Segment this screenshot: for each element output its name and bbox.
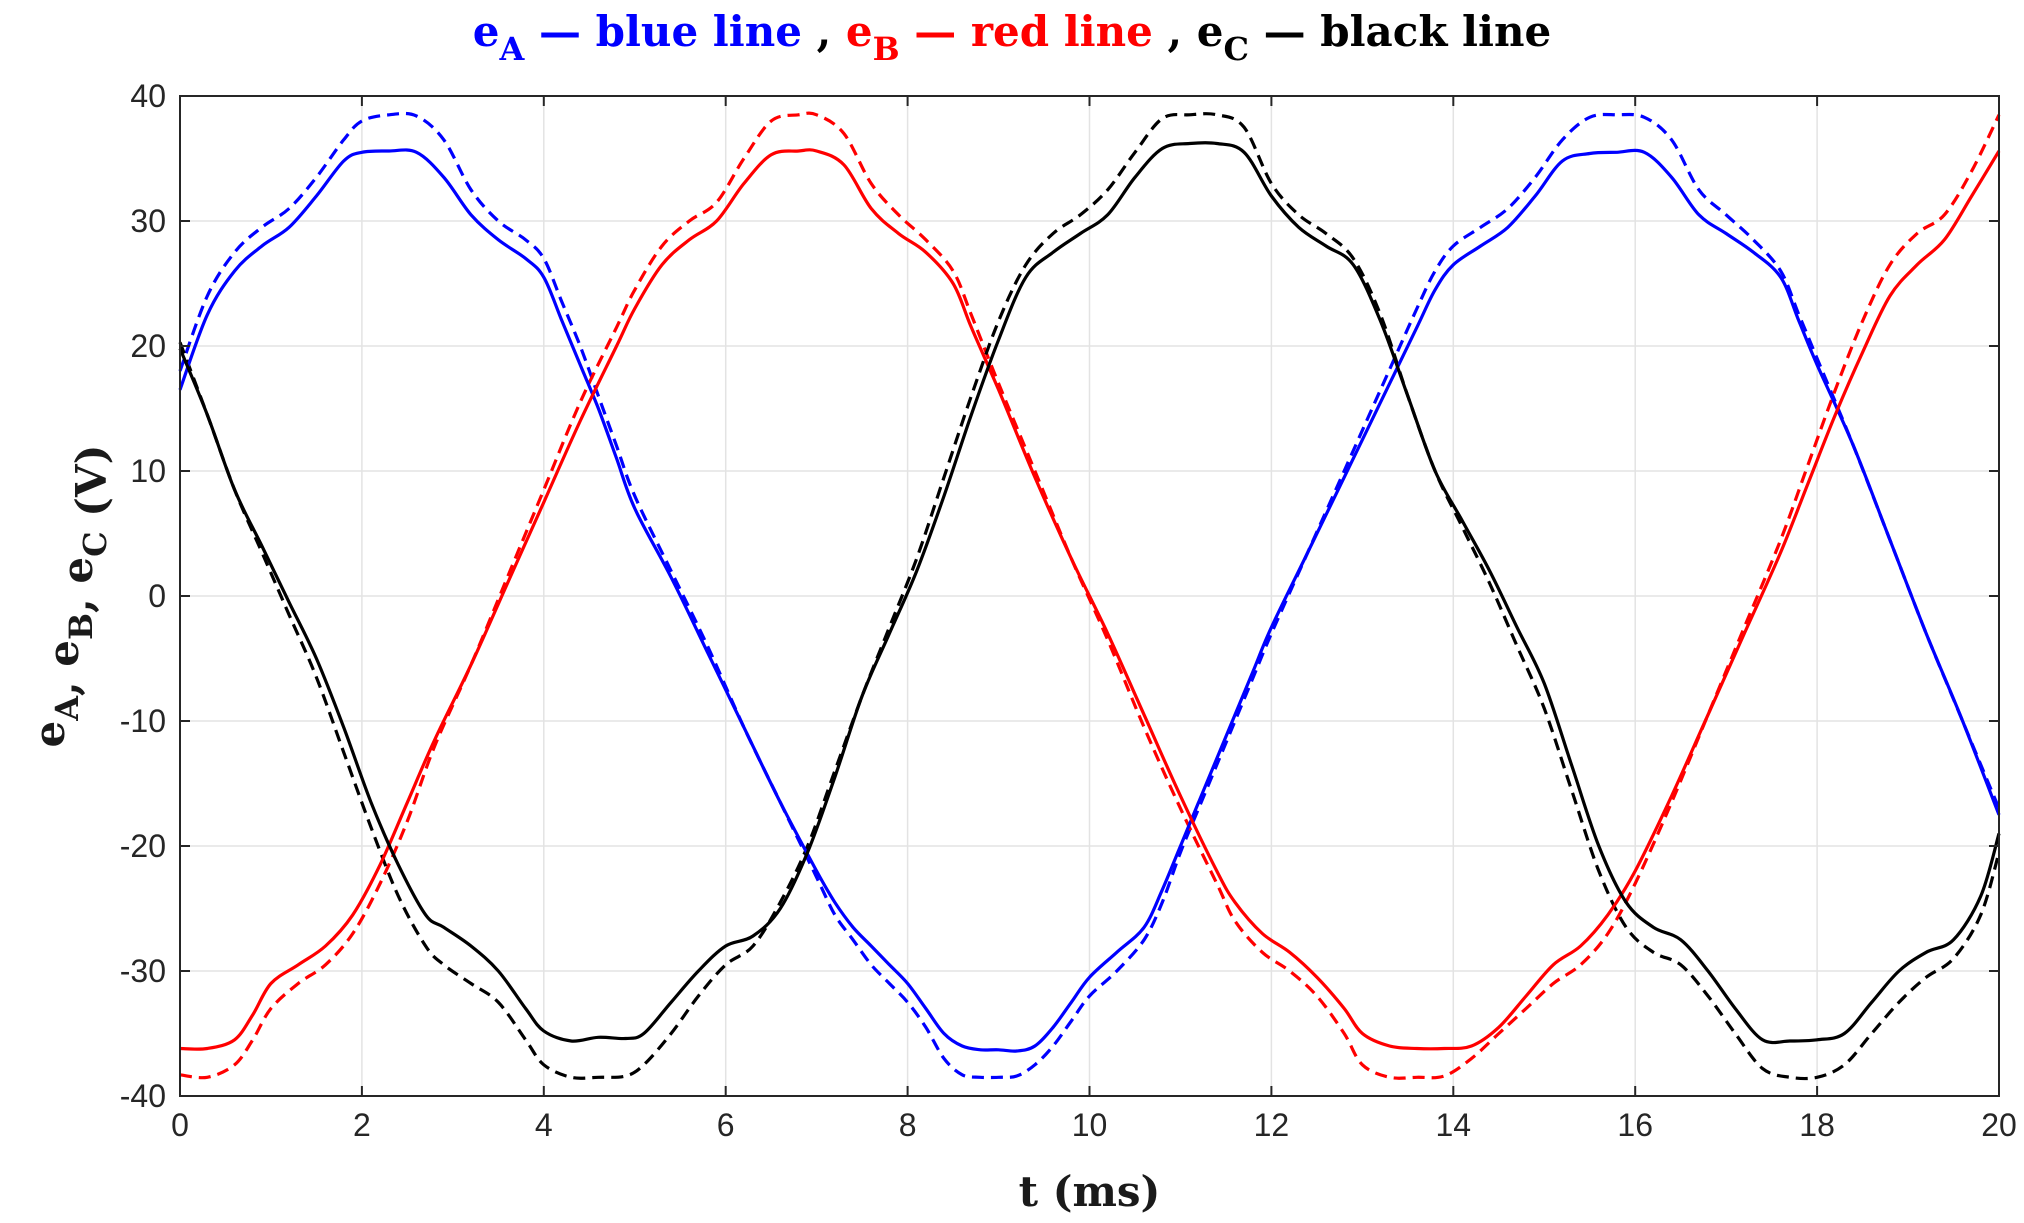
- title-separator: ,: [1153, 7, 1197, 56]
- chart-title-text: eA — blue line , eB — red line , eC — bl…: [473, 7, 1551, 68]
- y-tick-label: -30: [120, 953, 166, 989]
- ylabel-symbol: e: [39, 640, 88, 667]
- series-eb-solid-line: [179, 148, 2001, 1051]
- x-tick-label: 18: [1799, 1107, 1835, 1143]
- y-axis-label-text: eA, eB, eC (V): [25, 445, 116, 748]
- title-suffix: — black line: [1249, 7, 1551, 56]
- ylabel-separator: ,: [39, 667, 88, 696]
- y-tick-label: 40: [130, 78, 166, 114]
- x-axis-label: t (ms): [1019, 1167, 1161, 1216]
- title-subscript: C: [1224, 30, 1249, 68]
- title-symbol: e: [1197, 7, 1224, 56]
- ylabel-symbol: e: [25, 721, 74, 748]
- x-tick-label: 4: [535, 1107, 553, 1143]
- y-axis-label: eA, eB, eC (V): [25, 445, 116, 748]
- x-tick-label: 10: [1072, 1107, 1108, 1143]
- ylabel-subscript: B: [62, 613, 100, 640]
- y-tick-label: 20: [130, 328, 166, 364]
- x-tick-label: 16: [1617, 1107, 1653, 1143]
- y-tick-label: -40: [120, 1078, 166, 1114]
- x-tick-label: 20: [1981, 1107, 2017, 1143]
- data-series: [178, 111, 2001, 1081]
- series-ec-dashed-line: [178, 112, 2001, 1081]
- x-tick-label: 2: [353, 1107, 371, 1143]
- title-separator: ,: [802, 7, 846, 56]
- title-subscript: A: [499, 30, 526, 68]
- title-subscript: B: [873, 30, 900, 68]
- y-tick-label: -20: [120, 828, 166, 864]
- ylabel-separator: (V): [67, 445, 116, 532]
- x-tick-label: 14: [1436, 1107, 1472, 1143]
- y-tick-label: 30: [130, 203, 166, 239]
- x-tick-labels: 0 2 4 6 8 10 12 14 16 18 20: [171, 96, 2017, 1143]
- title-suffix: — red line: [900, 7, 1153, 56]
- x-tick-label: 8: [899, 1107, 917, 1143]
- title-symbol: e: [846, 7, 873, 56]
- y-tick-label: -10: [120, 703, 166, 739]
- title-suffix: — blue line: [524, 7, 802, 56]
- chart-title: eA — blue line , eB — red line , eC — bl…: [473, 7, 1551, 68]
- ylabel-separator: ,: [53, 584, 102, 613]
- title-symbol: e: [473, 7, 500, 56]
- x-tick-label: 12: [1254, 1107, 1290, 1143]
- ylabel-subscript: A: [48, 695, 86, 722]
- x-tick-label: 0: [171, 1107, 189, 1143]
- y-tick-label: 0: [148, 578, 166, 614]
- y-tick-label: 10: [130, 453, 166, 489]
- series-ec-solid-line: [178, 141, 2001, 1045]
- y-tick-labels: -40 -30 -20 -10 0 10 20 30 40: [120, 78, 1999, 1114]
- series-ea-solid-line: [178, 148, 2001, 1053]
- ylabel-symbol: e: [53, 557, 102, 584]
- ylabel-subscript: C: [76, 531, 114, 556]
- x-tick-label: 6: [717, 1107, 735, 1143]
- series-ea-dashed-line: [178, 111, 2001, 1080]
